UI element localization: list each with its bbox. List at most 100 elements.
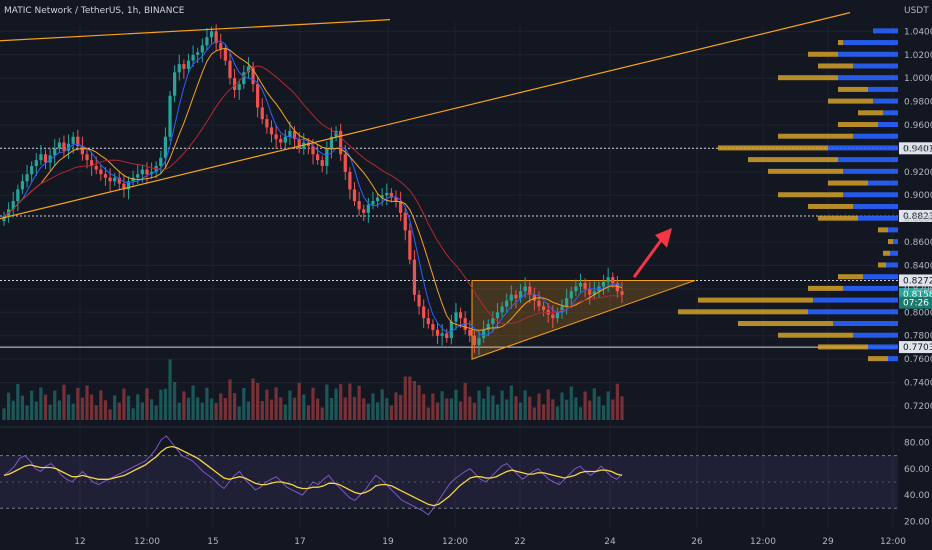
candle-body — [518, 291, 523, 299]
volume-bar — [140, 402, 144, 420]
volume-bar — [532, 407, 536, 420]
volume-bar — [611, 399, 615, 420]
volume-bar — [537, 393, 541, 420]
candle-body — [357, 201, 361, 210]
volume-profile-gold-bar — [838, 274, 863, 280]
candle-body — [458, 312, 463, 319]
candle-body — [431, 324, 435, 330]
candle-body — [53, 148, 57, 156]
volume-profile-gold-bar — [778, 75, 838, 81]
candle-body — [352, 189, 357, 202]
candle-body — [209, 31, 214, 38]
candle-body — [339, 130, 343, 155]
volume-bar — [288, 390, 292, 420]
candle-body — [251, 66, 255, 85]
candle-body — [90, 160, 94, 166]
candle-body — [514, 294, 518, 299]
volume-bar — [90, 394, 94, 420]
volume-bar — [223, 398, 227, 420]
volume-bar — [357, 385, 361, 420]
volume-bar — [449, 398, 453, 420]
volume-profile-blue-bar — [833, 321, 898, 327]
volume-bar — [76, 387, 80, 420]
volume-bar — [505, 399, 509, 420]
volume-bar — [371, 393, 375, 420]
volume-bar — [256, 383, 260, 420]
breakout-arrow-line — [632, 235, 666, 279]
volume-bar — [583, 391, 587, 420]
candle-body — [325, 148, 329, 166]
volume-bar — [348, 383, 352, 420]
candle-body — [117, 177, 121, 184]
candle-body — [486, 324, 490, 330]
volume-profile-blue-bar — [828, 145, 898, 151]
time-tick-label: 12:00 — [750, 537, 776, 547]
candle-body — [2, 216, 6, 221]
volume-bar — [620, 396, 624, 420]
volume-profile-blue-bar — [893, 239, 898, 245]
volume-bar — [168, 359, 172, 420]
ascending-trendline — [0, 12, 851, 220]
candle-body — [509, 294, 513, 301]
volume-bar — [103, 400, 108, 420]
time-tick-label: 12:00 — [880, 537, 906, 547]
volume-bar — [601, 405, 606, 420]
volume-bar — [2, 408, 6, 420]
candle-body — [43, 154, 48, 163]
volume-bar — [173, 382, 177, 420]
candle-body — [408, 230, 412, 260]
candle-body — [422, 306, 426, 319]
candle-body — [219, 43, 223, 49]
candle-body — [11, 201, 15, 210]
candle-body — [426, 318, 430, 325]
volume-bar — [422, 394, 426, 420]
candle-body — [242, 72, 246, 85]
volume-bar — [509, 385, 513, 420]
volume-bar — [440, 391, 444, 420]
candle-body — [145, 169, 149, 175]
volume-bar — [34, 401, 38, 420]
volume-bar — [43, 394, 48, 420]
volume-bar — [408, 376, 412, 420]
candle-body — [80, 146, 85, 155]
volume-bar — [214, 403, 218, 420]
candle-body — [223, 48, 227, 61]
volume-bar — [53, 390, 57, 420]
time-tick-label: 12:00 — [134, 537, 160, 547]
candle-body — [435, 329, 440, 336]
volume-bar — [11, 400, 15, 420]
candle-body — [472, 335, 477, 346]
volume-profile-blue-bar — [873, 28, 898, 34]
horizontal-level-tag — [899, 142, 932, 155]
ma-fast-line — [3, 40, 623, 337]
candle-body — [601, 281, 606, 287]
volume-profile-blue-bar — [873, 98, 898, 104]
candle-body — [191, 54, 195, 61]
price-tick-label: 1.0400 — [904, 27, 932, 37]
time-axis[interactable]: 12 12:00 15 17 19 12:00 22 24 26 12:00 29 12:00 — [74, 537, 906, 547]
volume-bar — [500, 390, 504, 420]
rsi-line — [3, 435, 623, 516]
volume-bar — [463, 383, 467, 420]
candle-body — [440, 333, 444, 336]
candle-body — [588, 288, 592, 295]
horizontal-level-tag — [899, 274, 932, 287]
volume-bar — [375, 402, 380, 420]
candle-body — [297, 139, 301, 149]
volume-bar — [482, 398, 486, 420]
candle-body — [495, 312, 500, 319]
volume-bar — [274, 387, 278, 420]
volume-bar — [108, 409, 112, 420]
candle-body — [182, 64, 186, 69]
volume-profile-blue-bar — [853, 203, 898, 209]
candle-body — [523, 286, 527, 292]
